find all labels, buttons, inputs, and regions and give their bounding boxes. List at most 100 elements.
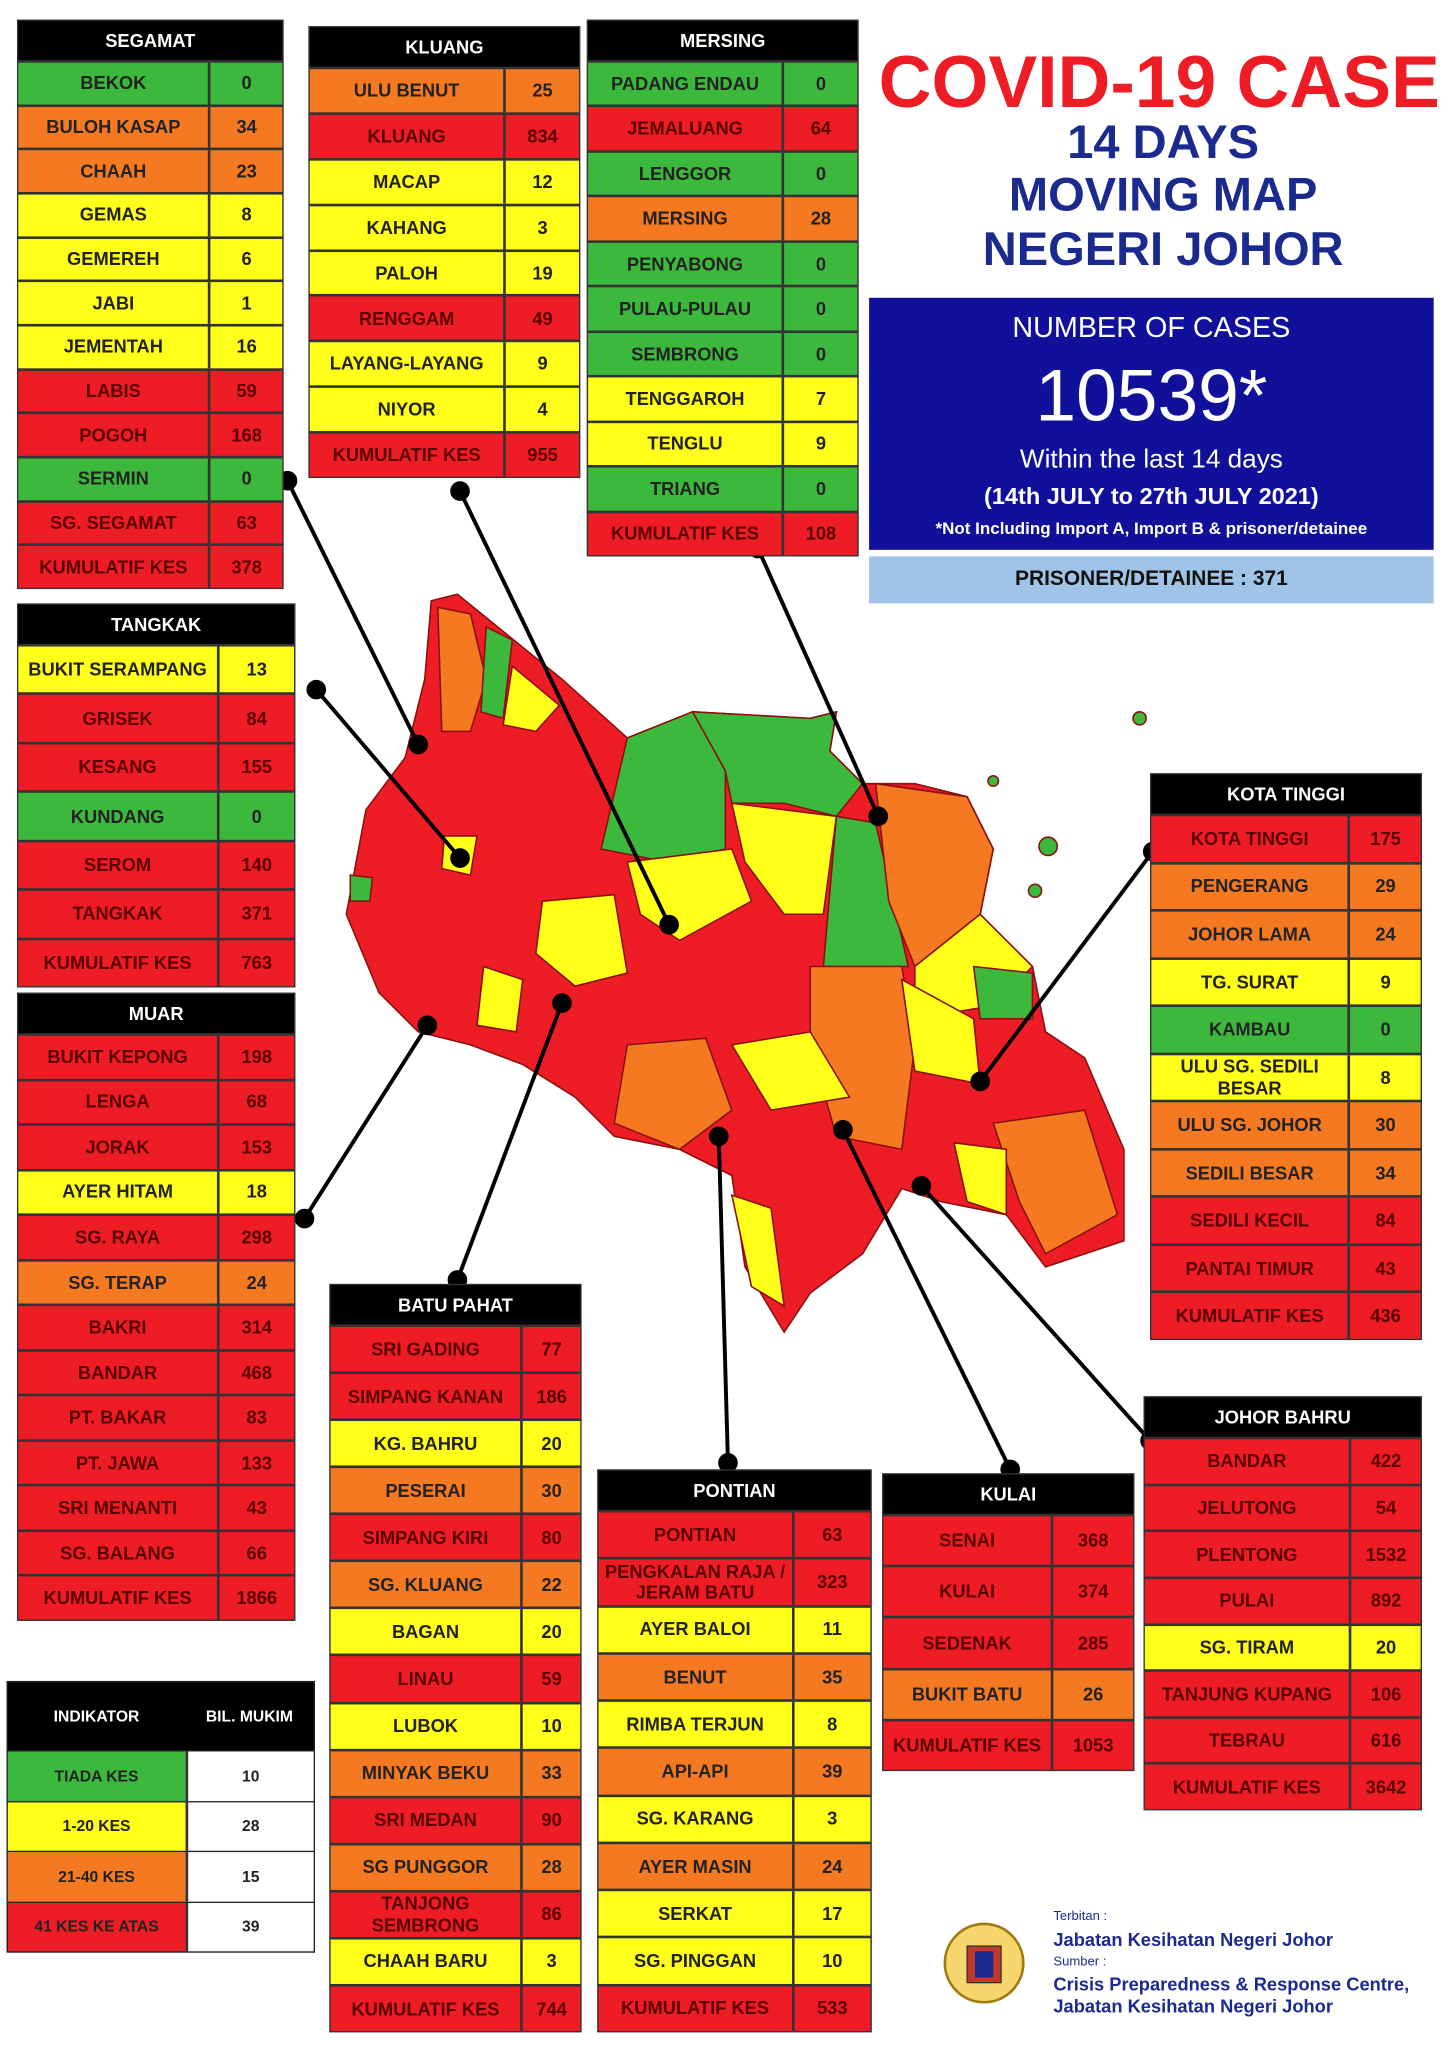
subtitle: NEGERI JOHOR bbox=[982, 222, 1344, 276]
case-count: 12 bbox=[503, 160, 579, 204]
case-count: 24 bbox=[216, 1261, 294, 1304]
summary-note: *Not Including Import A, Import B & pris… bbox=[935, 518, 1368, 539]
case-count: 17 bbox=[791, 1891, 871, 1937]
table-row: SEDENAK 285 bbox=[883, 1618, 1134, 1668]
map-region bbox=[730, 802, 838, 916]
case-count: 153 bbox=[216, 1125, 294, 1169]
leader-dot bbox=[911, 1176, 932, 1196]
case-count: 33 bbox=[520, 1750, 580, 1796]
mukim-name: SIMPANG KANAN bbox=[347, 1385, 504, 1407]
mukim-name: PANTAI TIMUR bbox=[1185, 1257, 1314, 1279]
case-count: 0 bbox=[216, 793, 294, 840]
footer-source: Jabatan Kesihatan Negeri Johor bbox=[1053, 1995, 1333, 2017]
leader-dot bbox=[970, 1071, 990, 1092]
case-count: 3 bbox=[520, 1939, 580, 1984]
mukim-name: KUNDANG bbox=[70, 805, 165, 827]
leader-dot bbox=[718, 1453, 738, 1473]
mukim-name: SEDENAK bbox=[922, 1632, 1012, 1654]
table-row: KUMULATIF KES 378 bbox=[18, 546, 283, 588]
leader-dot bbox=[450, 481, 470, 501]
district-title: TANGKAK bbox=[18, 604, 295, 644]
case-count: 63 bbox=[791, 1512, 871, 1558]
mukim-name: KUMULATIF KES bbox=[332, 444, 481, 466]
case-count: 6 bbox=[208, 238, 282, 280]
crest bbox=[943, 1922, 1025, 2004]
mukim-name: BULOH KASAP bbox=[46, 116, 181, 138]
legend-table: INDIKATOR BIL. MUKIM TIADA KES 10 1-20 KES 28… bbox=[6, 1680, 315, 1953]
summary-dates: (14th JULY to 27th JULY 2021) bbox=[984, 483, 1319, 510]
summary-box: NUMBER OF CASES 10539* Within the last 1… bbox=[869, 297, 1434, 550]
mukim-name: KUMULATIF KES bbox=[610, 522, 760, 544]
mukim-name: SG. SEGAMAT bbox=[49, 512, 177, 534]
case-count: 0 bbox=[781, 242, 857, 286]
table-row: ULU SG. SEDILI BESAR 8 bbox=[1151, 1054, 1421, 1101]
table-row: KUMULATIF KES 763 bbox=[18, 939, 295, 987]
legend-indicator: 1-20 KES bbox=[7, 1802, 186, 1851]
case-count: 18 bbox=[216, 1171, 294, 1214]
case-count: 0 bbox=[208, 62, 282, 105]
case-count: 616 bbox=[1348, 1718, 1421, 1763]
mukim-name: PULAU-PULAU bbox=[618, 297, 752, 319]
table-row: PADANG ENDAU 0 bbox=[588, 62, 858, 106]
mukim-name: JEMALUANG bbox=[627, 117, 743, 139]
mukim-name: ULU SG. SEDILI BESAR bbox=[1180, 1055, 1319, 1099]
mukim-name: TEBRAU bbox=[1208, 1729, 1285, 1751]
map-region bbox=[480, 625, 514, 720]
table-row: SERKAT 17 bbox=[598, 1891, 871, 1937]
case-count: 0 bbox=[781, 62, 857, 106]
case-count: 3642 bbox=[1348, 1765, 1421, 1809]
case-count: 9 bbox=[1347, 959, 1421, 1005]
leader-line bbox=[978, 850, 1155, 1083]
table-row: BUKIT SERAMPANG 13 bbox=[18, 646, 295, 693]
case-count: 34 bbox=[1347, 1150, 1421, 1196]
table-row: ULU SG. JOHOR 30 bbox=[1151, 1102, 1421, 1148]
case-count: 84 bbox=[1347, 1198, 1421, 1244]
mukim-name: SIMPANG KIRI bbox=[362, 1526, 489, 1548]
case-count: 10 bbox=[791, 1938, 871, 1984]
case-count: 16 bbox=[208, 326, 282, 368]
mukim-name: BUKIT BATU bbox=[911, 1683, 1023, 1705]
case-count: 9 bbox=[503, 342, 579, 386]
table-row: SEDILI BESAR 34 bbox=[1151, 1150, 1421, 1196]
table-row: CHAAH 23 bbox=[18, 150, 283, 193]
mukim-name: MINYAK BEKU bbox=[361, 1762, 490, 1784]
table-row: KUMULATIF KES 1053 bbox=[883, 1721, 1134, 1770]
case-count: 371 bbox=[216, 890, 294, 938]
mukim-name: LENGA bbox=[85, 1091, 150, 1113]
table-row: SEDILI KECIL 84 bbox=[1151, 1198, 1421, 1244]
case-count: 20 bbox=[520, 1421, 580, 1466]
district-title: SEGAMAT bbox=[18, 20, 283, 61]
mukim-name: ULU BENUT bbox=[353, 79, 460, 101]
prisoner-box: PRISONER/DETAINEE : 371 bbox=[869, 556, 1434, 604]
mukim-name: PLENTONG bbox=[1196, 1543, 1298, 1565]
mukim-name: LABIS bbox=[85, 380, 141, 402]
mukim-name: KOTA TINGGI bbox=[1190, 827, 1309, 849]
table-row: SG. PINGGAN 10 bbox=[598, 1938, 871, 1984]
leader-dot bbox=[659, 914, 679, 935]
mukim-name: JORAK bbox=[85, 1136, 150, 1158]
case-count: 763 bbox=[216, 939, 294, 987]
mukim-name: LENGGOR bbox=[638, 162, 732, 184]
table-row: SIMPANG KIRI 80 bbox=[330, 1515, 581, 1560]
summary-period: Within the last 14 days bbox=[1019, 445, 1283, 475]
table-row: TRIANG 0 bbox=[588, 467, 858, 511]
table-row: KUMULATIF KES 955 bbox=[309, 433, 579, 477]
table-row: KAMBAU 0 bbox=[1151, 1007, 1421, 1053]
mukim-name: SG. TERAP bbox=[68, 1271, 167, 1293]
mukim-name: KUMULATIF KES bbox=[43, 1587, 192, 1609]
case-count: 30 bbox=[1347, 1102, 1421, 1148]
mukim-name: PALOH bbox=[375, 262, 438, 283]
mukim-name: TG. SURAT bbox=[1201, 971, 1299, 993]
table-row: TANGKAK 371 bbox=[18, 890, 295, 938]
case-count: 8 bbox=[791, 1701, 871, 1747]
leader-line bbox=[285, 479, 420, 746]
mukim-name: SG. KARANG bbox=[636, 1808, 754, 1829]
table-row: TENGLU 9 bbox=[588, 422, 858, 466]
case-count: 0 bbox=[781, 152, 857, 196]
table-row: TG. SURAT 9 bbox=[1151, 959, 1421, 1005]
table-row: JORAK 153 bbox=[18, 1125, 295, 1169]
mukim-name: PADANG ENDAU bbox=[610, 72, 760, 94]
case-count: 198 bbox=[216, 1035, 294, 1079]
table-row: JABI 1 bbox=[18, 282, 283, 324]
table-row: PENYABONG 0 bbox=[588, 242, 858, 286]
